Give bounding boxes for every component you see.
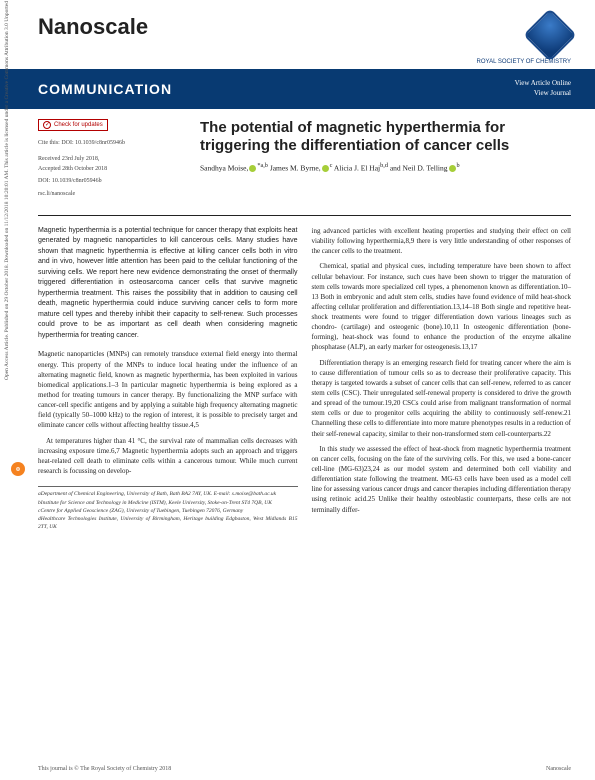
- body-paragraph: Magnetic nanoparticles (MNPs) can remote…: [38, 349, 298, 430]
- body-paragraph: In this study we assessed the effect of …: [312, 444, 572, 515]
- orcid-icon: [449, 165, 456, 172]
- left-column: Magnetic hyperthermia is a potential tec…: [38, 226, 298, 532]
- body-paragraph: At temperatures higher than 41 °C, the s…: [38, 436, 298, 477]
- body-paragraph: ing advanced particles with excellent he…: [312, 226, 572, 256]
- author-1-affil: *a,b: [257, 162, 268, 169]
- open-access-icon: o: [11, 462, 25, 476]
- orcid-icon: [322, 165, 329, 172]
- page-footer: This journal is © The Royal Society of C…: [0, 766, 595, 772]
- citation-text: Cite this: DOI: 10.1039/c8nr05946b: [38, 139, 186, 147]
- body-paragraph: Differentiation therapy is an emerging r…: [312, 358, 572, 439]
- author-2-affil: c: [330, 162, 333, 169]
- right-column: ing advanced particles with excellent he…: [312, 226, 572, 532]
- check-icon: [43, 121, 51, 129]
- affiliations-block: aDepartment of Chemical Engineering, Uni…: [38, 486, 298, 531]
- journal-url[interactable]: rsc.li/nanoscale: [38, 190, 186, 198]
- author-3: Alicia J. El Haj: [334, 164, 380, 173]
- article-type-label: COMMUNICATION: [38, 81, 172, 97]
- doi-text: DOI: 10.1039/c8nr05946b: [38, 177, 186, 185]
- publisher-logo: ROYAL SOCIETY OF CHEMISTRY: [477, 14, 571, 65]
- view-article-link[interactable]: View Article Online: [515, 79, 571, 89]
- abstract-text: Magnetic hyperthermia is a potential tec…: [38, 226, 298, 342]
- affiliation-d: dHealthcare Technologies Institute, Univ…: [38, 516, 298, 531]
- section-divider: [38, 215, 571, 216]
- check-updates-label: Check for updates: [54, 121, 103, 129]
- communication-bar: COMMUNICATION View Article Online View J…: [0, 69, 595, 109]
- paper-title: The potential of magnetic hyperthermia f…: [200, 119, 571, 157]
- author-list: Sandhya Moise, *a,b James M. Byrne, c Alic…: [200, 162, 571, 174]
- author-1: Sandhya Moise,: [200, 164, 248, 173]
- author-4: and Neil D. Telling: [390, 164, 448, 173]
- received-date: Received 23rd July 2018,: [38, 155, 186, 163]
- journal-name: Nanoscale: [38, 14, 148, 40]
- publisher-name: ROYAL SOCIETY OF CHEMISTRY: [477, 59, 571, 65]
- license-sidenote: Open Access Article. Published on 29 Oct…: [4, 0, 10, 380]
- author-3-affil: b,d: [380, 162, 388, 169]
- affiliation-a: aDepartment of Chemical Engineering, Uni…: [38, 491, 298, 498]
- author-4-affil: b: [457, 162, 460, 169]
- author-2: James M. Byrne,: [270, 164, 321, 173]
- copyright-text: This journal is © The Royal Society of C…: [38, 766, 171, 772]
- affiliation-b: bInstitute for Science and Technology in…: [38, 500, 298, 507]
- view-journal-link[interactable]: View Journal: [515, 89, 571, 99]
- footer-journal-name: Nanoscale: [546, 766, 571, 772]
- orcid-icon: [249, 165, 256, 172]
- body-paragraph: Chemical, spatial and physical cues, inc…: [312, 261, 572, 352]
- check-updates-badge[interactable]: Check for updates: [38, 119, 108, 131]
- affiliation-c: cCentre for Applied Geoscience (ZAG), Un…: [38, 508, 298, 515]
- accepted-date: Accepted 28th October 2018: [38, 165, 186, 173]
